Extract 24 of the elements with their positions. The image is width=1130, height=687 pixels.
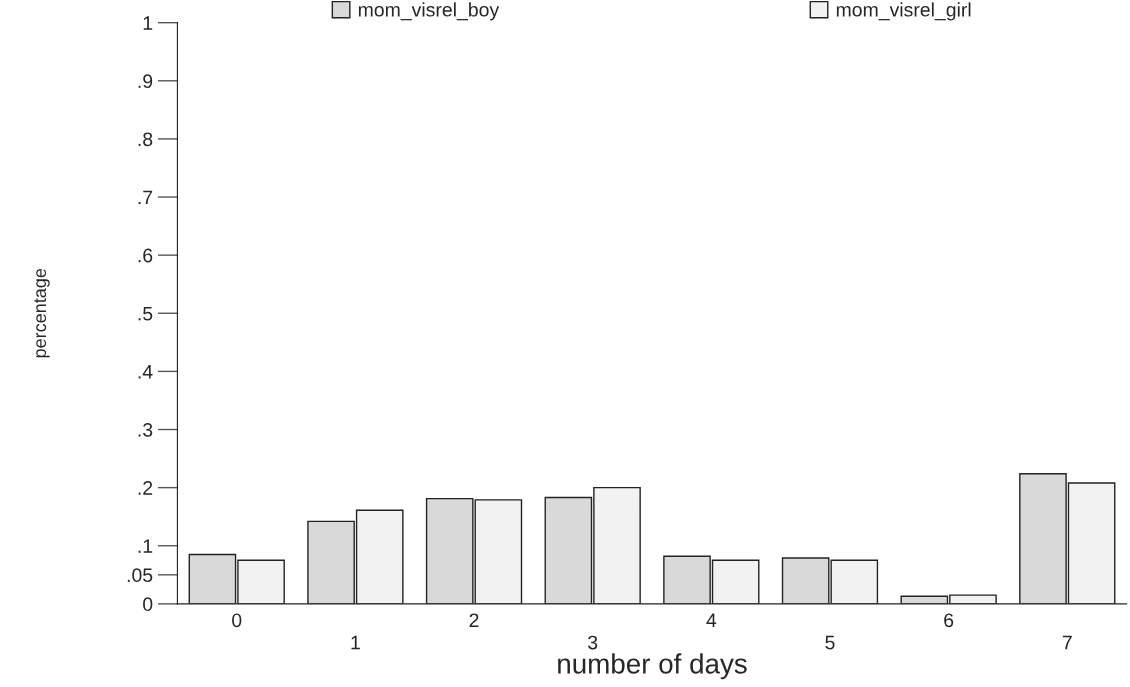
legend-label: mom_visrel_girl: [836, 2, 971, 21]
y-tick-label: .3: [138, 422, 153, 437]
y-axis-title: percentage: [34, 268, 50, 358]
legend-label: mom_visrel_boy: [358, 2, 500, 21]
y-tick-label: 1: [143, 16, 153, 30]
x-tick-label: 3: [588, 635, 598, 650]
y-tick-label: .4: [138, 365, 153, 379]
x-tick-label: 0: [232, 613, 242, 628]
y-tick-label: .9: [138, 74, 153, 89]
y-tick-label: .5: [138, 306, 153, 321]
y-tick-label: .2: [138, 481, 153, 495]
x-tick-label: 2: [469, 613, 479, 627]
y-tick-label: .1: [138, 539, 153, 553]
x-tick-label: 1: [351, 635, 360, 650]
x-tick-label: 5: [825, 635, 835, 650]
x-axis-title: number of days: [558, 653, 747, 680]
y-tick-label: .05: [127, 568, 153, 583]
x-tick-label: 4: [706, 613, 717, 627]
x-tick-label: 6: [944, 613, 954, 628]
y-tick-label: 0: [143, 597, 153, 612]
y-tick-label: .6: [138, 248, 153, 263]
y-tick-label: .7: [138, 190, 153, 205]
x-tick-label: 7: [1062, 635, 1072, 650]
y-tick-label: .8: [138, 132, 153, 147]
